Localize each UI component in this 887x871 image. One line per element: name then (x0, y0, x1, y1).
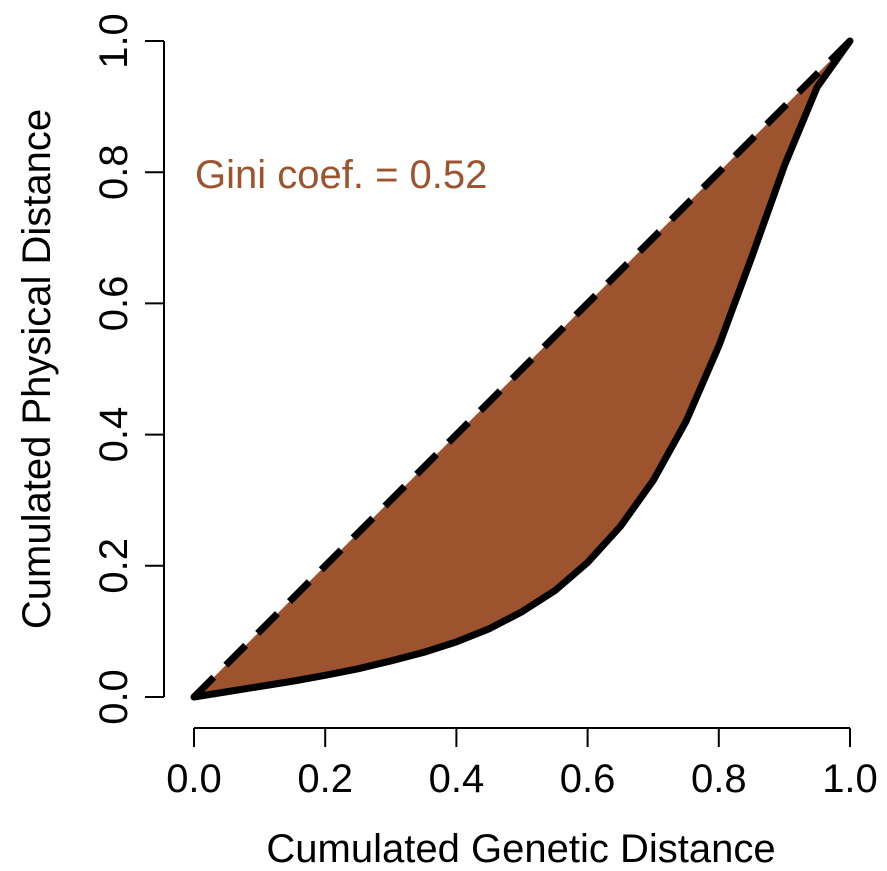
y-tick-label: 0.2 (92, 538, 136, 594)
x-tick-label: 1.0 (822, 757, 878, 801)
lorenz-curve (190, 37, 854, 701)
y-tick-label: 0.8 (92, 144, 136, 200)
y-tick-label: 0.0 (92, 669, 136, 725)
axes: 0.0 0.2 0.4 0.6 0.8 1.0 0.0 0.2 0.4 0.6 0.8 1.0 (92, 13, 878, 801)
x-tick-label: 0.6 (560, 757, 616, 801)
plot-area (190, 37, 854, 701)
x-tick-label: 0.2 (297, 757, 353, 801)
y-tick-label: 0.4 (92, 407, 136, 463)
equality-line (191, 38, 853, 700)
x-tick-label: 0.0 (166, 757, 222, 801)
y-tick-label: 1.0 (92, 13, 136, 69)
y-tick-label: 0.6 (92, 276, 136, 332)
y-axis-title: Cumulated Physical Distance (15, 109, 59, 629)
x-tick-label: 0.4 (429, 757, 485, 801)
x-tick-label: 0.8 (691, 757, 747, 801)
gini-annotation: Gini coef. = 0.52 (195, 153, 487, 197)
x-axis-title: Cumulated Genetic Distance (266, 827, 775, 871)
